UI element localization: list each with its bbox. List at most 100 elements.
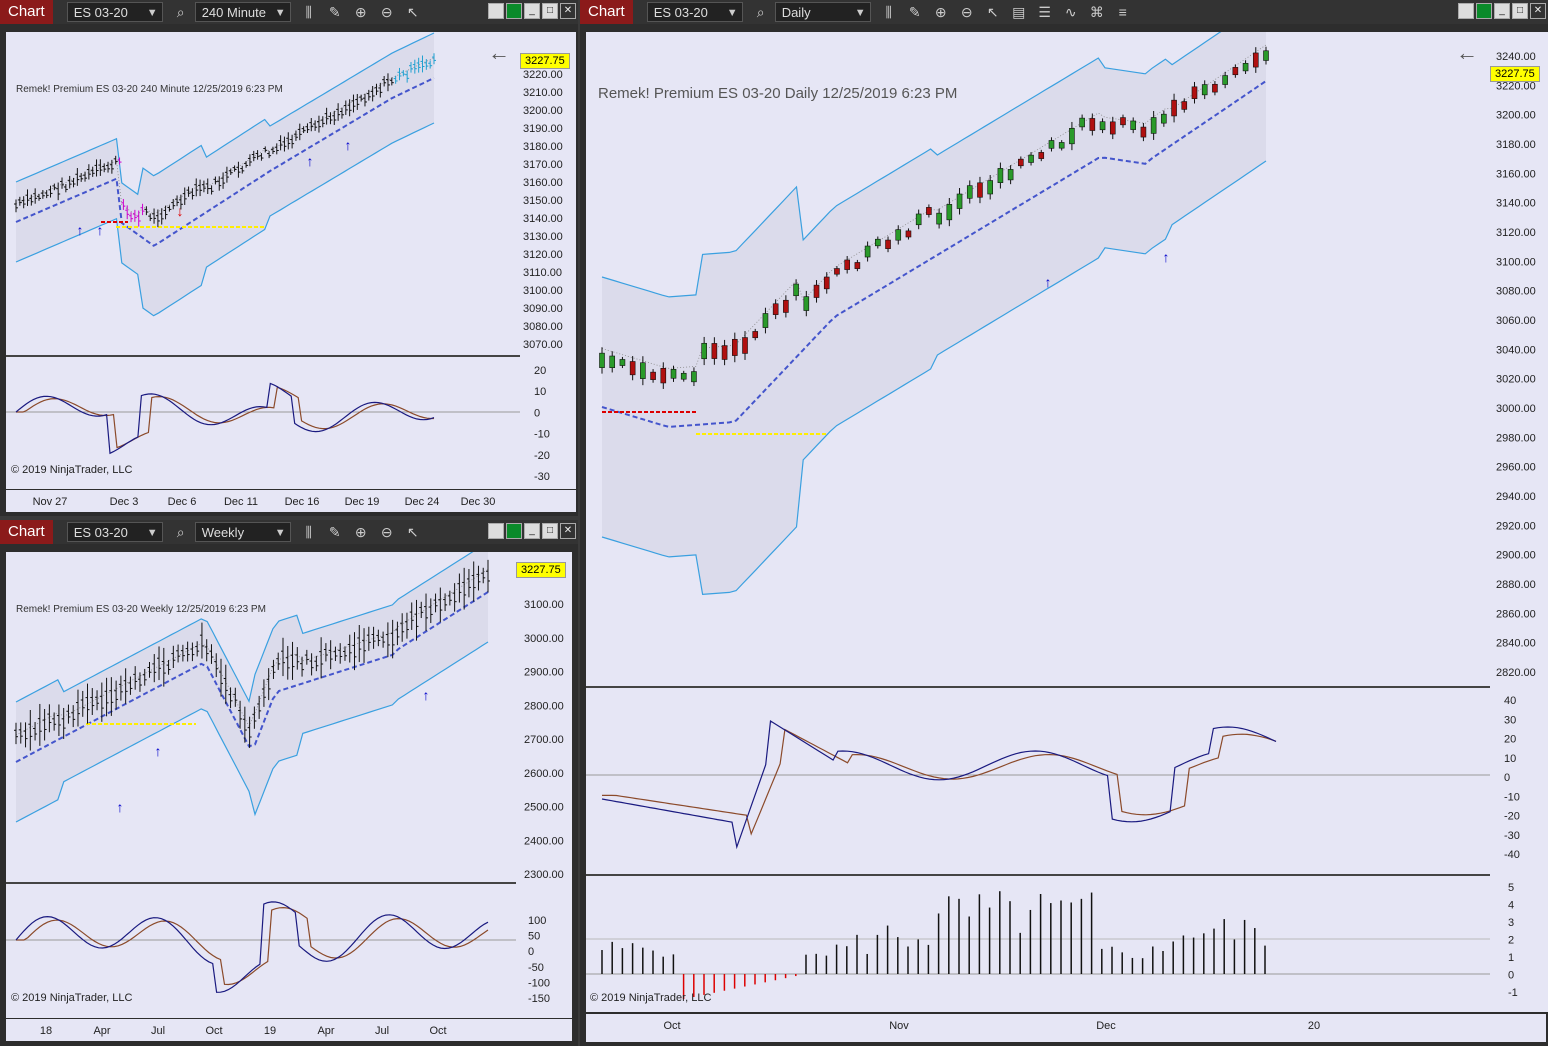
drawing-tools-icon[interactable]: ✎ bbox=[908, 3, 921, 20]
price-panel[interactable]: ↑ ↑ ↑ bbox=[6, 541, 516, 882]
chart-menu-button[interactable]: Chart bbox=[580, 0, 633, 24]
chart-menu-button[interactable]: Chart bbox=[0, 520, 53, 544]
candle-body bbox=[1018, 158, 1024, 167]
link-button[interactable] bbox=[506, 3, 522, 19]
close-button[interactable]: ✕ bbox=[1530, 3, 1546, 19]
zoom-in-icon[interactable]: ⊕ bbox=[354, 3, 367, 20]
axis-tick-label: 3220.00 bbox=[1496, 80, 1536, 92]
candle-body bbox=[599, 352, 605, 368]
axis-tick-label: 3200.00 bbox=[523, 105, 563, 117]
time-tick-label: Oct bbox=[663, 1020, 680, 1032]
lower-band-line bbox=[15, 641, 489, 823]
zoom-out-icon[interactable]: ⊖ bbox=[960, 3, 973, 20]
candle-body bbox=[670, 369, 677, 379]
axis-tick-label: -1 bbox=[1508, 987, 1518, 999]
maximize-button[interactable]: □ bbox=[542, 523, 558, 539]
minimize-button[interactable]: _ bbox=[1494, 3, 1510, 19]
zoom-in-icon[interactable]: ⊕ bbox=[354, 523, 367, 540]
bar-style-icon[interactable]: ⫼ bbox=[885, 3, 892, 20]
search-icon[interactable]: ⌕ bbox=[756, 3, 765, 20]
maximize-button[interactable]: □ bbox=[542, 3, 558, 19]
price-panel[interactable]: ↑ ↑ ↓ ↑ ↑ bbox=[6, 32, 520, 355]
time-tick-label: 19 bbox=[264, 1025, 276, 1037]
interval-selector[interactable]: 240 Minute ▼ bbox=[194, 2, 291, 22]
drawing-tools-icon[interactable]: ✎ bbox=[328, 523, 341, 540]
price-axis[interactable]: 3220.00 3210.00 3200.00 3190.00 3180.00 3170.… bbox=[520, 32, 576, 489]
candle-body bbox=[1161, 113, 1167, 124]
back-arrow-icon[interactable]: ← bbox=[1456, 40, 1478, 65]
candle-body bbox=[701, 342, 707, 360]
search-icon[interactable]: ⌕ bbox=[176, 3, 185, 20]
templates-icon[interactable]: ☰ bbox=[1038, 3, 1051, 20]
candle-body bbox=[650, 371, 656, 380]
back-arrow-icon[interactable]: ← bbox=[488, 40, 510, 65]
close-button[interactable]: ✕ bbox=[560, 523, 576, 539]
drawing-tools-icon[interactable]: ✎ bbox=[328, 3, 341, 20]
search-icon[interactable]: ⌕ bbox=[176, 523, 185, 540]
interval-selector[interactable]: Daily ▼ bbox=[774, 2, 871, 22]
bar-style-icon[interactable]: ⫼ bbox=[305, 523, 312, 540]
candle-body bbox=[1048, 140, 1055, 149]
zoom-out-icon[interactable]: ⊖ bbox=[380, 523, 393, 540]
instrument-selector[interactable]: ES 03-20 ▼ bbox=[646, 2, 743, 22]
bollinger-band-fill bbox=[16, 542, 488, 822]
trend-line bbox=[15, 77, 435, 247]
axis-tick-label: 4 bbox=[1508, 900, 1514, 912]
interval-selector[interactable]: Weekly ▼ bbox=[194, 522, 291, 542]
chart-toolbar: Chart ES 03-20 ▼ ⌕ 240 Minute ▼ ⫼ ✎ ⊕ ⊖ ↖ … bbox=[0, 0, 578, 24]
oscillator-panel[interactable] bbox=[6, 884, 516, 1018]
candle-body bbox=[752, 331, 759, 339]
price-axis[interactable]: 3100.00 3000.00 2900.00 2800.00 2700.00 2600.… bbox=[516, 552, 572, 1018]
candle-body bbox=[1038, 152, 1045, 159]
minimize-button[interactable]: _ bbox=[524, 523, 540, 539]
chart-window-daily: Chart ES 03-20 ▼ ⌕ Daily ▼ ⫼ ✎ ⊕ ⊖ ↖ ▤ ☰ ∿… bbox=[580, 0, 1548, 1046]
candle-body bbox=[691, 371, 697, 383]
link-button[interactable] bbox=[506, 523, 522, 539]
properties-icon[interactable]: ≡ bbox=[1118, 4, 1127, 20]
histogram-panel[interactable] bbox=[586, 876, 1490, 1012]
axis-tick-label: 20 bbox=[1504, 734, 1516, 746]
candle-body bbox=[1232, 67, 1239, 76]
strategies-icon[interactable]: ⌘ bbox=[1089, 3, 1104, 20]
tile-button[interactable] bbox=[1458, 3, 1474, 19]
tile-button[interactable] bbox=[488, 3, 504, 19]
pointer-icon[interactable]: ↖ bbox=[986, 3, 999, 20]
pointer-icon[interactable]: ↖ bbox=[406, 523, 419, 540]
axis-tick-label: 3100.00 bbox=[1496, 256, 1536, 268]
candle-body bbox=[1099, 121, 1106, 131]
chart-menu-button[interactable]: Chart bbox=[0, 0, 53, 24]
minimize-button[interactable]: _ bbox=[524, 3, 540, 19]
time-axis[interactable]: 18 Apr Jul Oct 19 Apr Jul Oct bbox=[6, 1019, 572, 1041]
close-button[interactable]: ✕ bbox=[560, 3, 576, 19]
candle-body bbox=[905, 230, 912, 238]
time-axis[interactable]: Oct Nov Dec 20 bbox=[586, 1014, 1546, 1042]
candle-body bbox=[834, 268, 840, 275]
chevron-down-icon: ▼ bbox=[146, 7, 158, 19]
oscillator-panel[interactable] bbox=[6, 357, 520, 489]
time-axis[interactable]: Nov 27 Dec 3 Dec 6 Dec 11 Dec 16 Dec 19 Dec 24… bbox=[6, 490, 576, 512]
price-panel[interactable]: ↑ ↑ bbox=[586, 0, 1490, 686]
copyright-label: © 2019 NinjaTrader, LLC bbox=[11, 992, 133, 1004]
time-axis-svg: Nov 27 Dec 3 Dec 6 Dec 11 Dec 16 Dec 19 Dec 24… bbox=[33, 496, 496, 508]
candle-body bbox=[977, 182, 983, 198]
pointer-icon[interactable]: ↖ bbox=[406, 3, 419, 20]
instrument-value: ES 03-20 bbox=[73, 525, 128, 540]
data-box-icon[interactable]: ▤ bbox=[1012, 3, 1026, 20]
price-axis[interactable]: 3240.00 3220.00 3200.00 3180.00 3160.00 3140.… bbox=[1490, 32, 1548, 1012]
zoom-out-icon[interactable]: ⊖ bbox=[380, 3, 393, 20]
indicators-icon[interactable]: ∿ bbox=[1064, 3, 1077, 20]
instrument-selector[interactable]: ES 03-20 ▼ bbox=[66, 522, 163, 542]
axis-tick-label: 3120.00 bbox=[1496, 227, 1536, 239]
axis-tick-label: 2900.00 bbox=[524, 667, 564, 679]
zoom-in-icon[interactable]: ⊕ bbox=[934, 3, 947, 20]
oscillator-panel[interactable] bbox=[586, 688, 1490, 874]
link-button[interactable] bbox=[1476, 3, 1492, 19]
bar-style-icon[interactable]: ⫼ bbox=[305, 3, 312, 20]
time-tick-label: Oct bbox=[429, 1025, 446, 1037]
maximize-button[interactable]: □ bbox=[1512, 3, 1528, 19]
tile-button[interactable] bbox=[488, 523, 504, 539]
candle-body bbox=[1069, 128, 1075, 145]
instrument-selector[interactable]: ES 03-20 ▼ bbox=[66, 2, 163, 22]
up-arrow-icon: ↑ bbox=[307, 153, 314, 169]
up-arrow-icon: ↑ bbox=[423, 687, 430, 703]
